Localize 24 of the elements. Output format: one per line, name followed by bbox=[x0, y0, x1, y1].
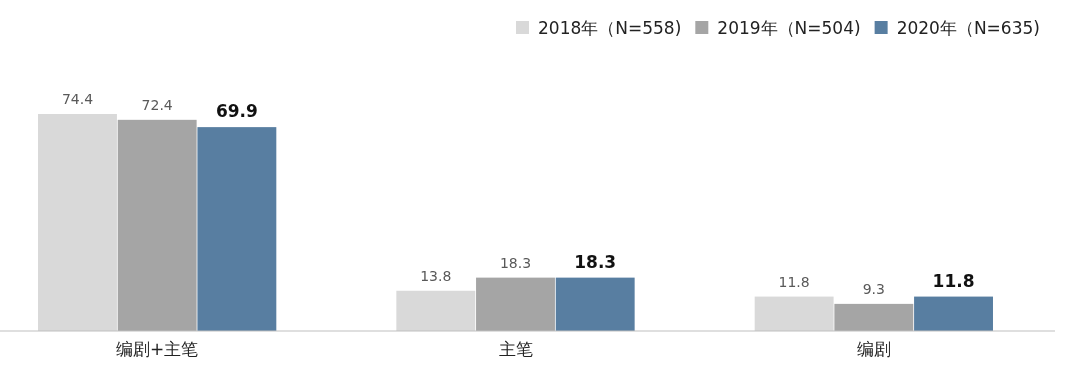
data-label: 9.3 bbox=[862, 280, 885, 297]
data-label: 74.4 bbox=[61, 91, 94, 107]
data-label: 69.9 bbox=[215, 101, 258, 122]
legend-label: 2018年（N=558) bbox=[538, 18, 682, 38]
bar bbox=[476, 277, 555, 331]
bar bbox=[555, 277, 635, 331]
data-label: 72.4 bbox=[141, 96, 173, 113]
bar bbox=[117, 119, 197, 331]
data-label: 18.3 bbox=[499, 254, 532, 271]
legend-label: 2020年（N=635) bbox=[896, 18, 1040, 38]
x-tick-label: 编剧 bbox=[856, 339, 891, 360]
bar bbox=[914, 296, 993, 331]
data-label: 13.8 bbox=[420, 267, 452, 284]
x-tick-label: 编剧+主笔 bbox=[116, 339, 199, 360]
bar bbox=[197, 127, 277, 331]
data-label: 18.3 bbox=[574, 251, 617, 272]
data-label: 11.8 bbox=[778, 273, 810, 290]
x-tick-label: 主笔 bbox=[498, 339, 533, 360]
bar bbox=[396, 290, 476, 331]
bar bbox=[754, 296, 834, 331]
data-label: 11.8 bbox=[932, 270, 975, 291]
legend-label: 2019年（N=504) bbox=[717, 18, 861, 38]
bar bbox=[834, 303, 914, 331]
bar bbox=[38, 114, 117, 331]
